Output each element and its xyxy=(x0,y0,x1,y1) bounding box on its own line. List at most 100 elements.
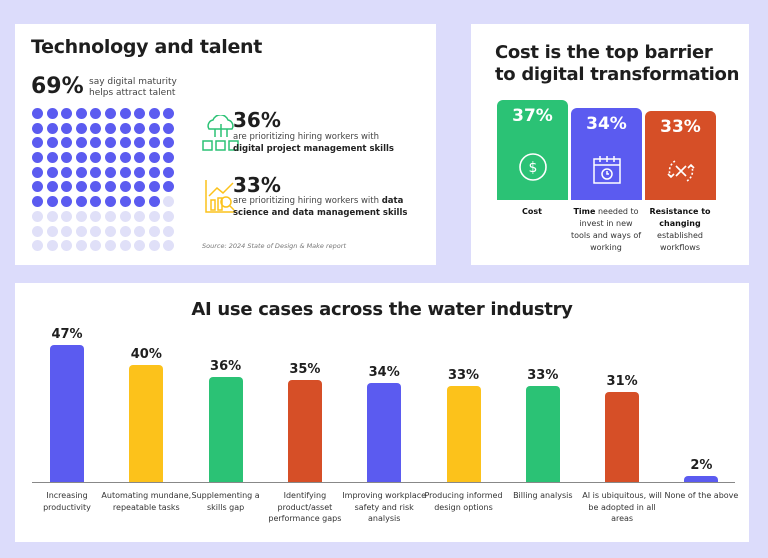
dot-filled xyxy=(163,152,175,164)
dot-filled xyxy=(104,196,116,208)
stat2-bold-1: data xyxy=(381,196,404,206)
dot-filled xyxy=(134,122,146,134)
chart-title: AI use cases across the water industry xyxy=(191,299,573,320)
dot-filled xyxy=(75,196,87,208)
dot-filled xyxy=(90,166,102,178)
headline-percent: 69% xyxy=(31,74,84,99)
dot-empty xyxy=(148,210,160,222)
dot-empty xyxy=(134,240,146,252)
headline-text-1: say digital maturity xyxy=(89,77,177,87)
dot-filled xyxy=(32,152,43,164)
dot-empty xyxy=(90,210,102,222)
dot-empty xyxy=(32,240,43,252)
category-label: Producing informed design options xyxy=(424,491,503,512)
data-label: 2% xyxy=(690,458,713,473)
category-label: Increasing productivity xyxy=(43,491,91,512)
dot-filled xyxy=(61,122,73,134)
dot-filled xyxy=(32,122,43,134)
dot-filled xyxy=(148,152,160,164)
bar xyxy=(446,385,481,482)
dot-filled xyxy=(119,152,131,164)
barrier-pct: 34% xyxy=(586,114,627,134)
category-label: Billing analysis xyxy=(513,491,573,500)
cloud-network-icon xyxy=(202,115,239,151)
barrier-pct: 33% xyxy=(660,117,701,137)
dot-empty xyxy=(163,196,175,208)
dot-filled xyxy=(163,122,175,134)
barrier-label-resistance: Resistance to changing established workf… xyxy=(649,207,711,252)
dot-filled xyxy=(75,152,87,164)
dot-filled xyxy=(61,137,73,149)
barrier-bar-resistance: 33% xyxy=(645,111,716,200)
dot-empty xyxy=(75,240,87,252)
data-label: 34% xyxy=(368,364,400,380)
data-analytics-icon xyxy=(205,180,236,213)
headline-text-2: helps attract talent xyxy=(89,88,176,98)
cost-barrier-panel: Cost is the top barrier to digital trans… xyxy=(471,24,749,265)
category-label: Identifying product/asset performance ga… xyxy=(268,491,342,523)
dot-filled xyxy=(119,181,131,193)
dot-empty xyxy=(90,240,102,252)
dot-filled xyxy=(119,122,131,134)
bar xyxy=(367,382,402,482)
dot-filled xyxy=(148,166,160,178)
barrier-bar-cost: 37% $ xyxy=(497,100,568,200)
dot-empty xyxy=(61,225,73,237)
dot-filled xyxy=(119,108,131,119)
dot-filled xyxy=(104,137,116,149)
dot-filled xyxy=(134,108,146,119)
bar xyxy=(208,377,243,482)
dot-filled xyxy=(32,196,43,208)
category-label: AI is ubiquitous, will be adopted in all… xyxy=(582,491,662,523)
bar xyxy=(525,385,560,482)
category-label: Improving workplace safety and risk anal… xyxy=(342,491,427,523)
dot-empty xyxy=(46,225,58,237)
data-label: 33% xyxy=(527,367,559,383)
dot-filled xyxy=(61,108,73,119)
dot-filled xyxy=(61,152,73,164)
dot-filled xyxy=(46,166,58,178)
dot-filled xyxy=(32,137,43,149)
dot-filled xyxy=(61,196,73,208)
dot-filled xyxy=(104,152,116,164)
dot-empty xyxy=(61,210,73,222)
dot-filled xyxy=(134,137,146,149)
source-note: Source: 2024 State of Design & Make repo… xyxy=(202,242,346,250)
stat2-percent: 33% xyxy=(233,173,281,197)
dot-filled xyxy=(90,122,102,134)
data-label: 35% xyxy=(289,361,321,377)
dot-filled xyxy=(148,137,160,149)
calendar-clock-icon xyxy=(592,156,621,184)
dot-filled xyxy=(104,108,116,119)
dot-filled xyxy=(46,152,58,164)
dot-filled xyxy=(90,152,102,164)
dot-empty xyxy=(134,225,146,237)
bar xyxy=(129,365,164,482)
barrier-label-cost: Cost xyxy=(522,207,542,216)
dot-empty xyxy=(32,210,43,222)
bar xyxy=(684,476,719,482)
dot-filled xyxy=(46,181,58,193)
dot-filled xyxy=(46,122,58,134)
dot-filled xyxy=(163,137,175,149)
dot-filled xyxy=(75,137,87,149)
dot-empty xyxy=(163,225,175,237)
bar xyxy=(50,345,84,482)
dot-filled xyxy=(104,181,116,193)
dot-empty xyxy=(61,240,73,252)
dot-empty xyxy=(104,210,116,222)
dot-empty xyxy=(119,225,131,237)
dot-empty xyxy=(75,225,87,237)
barrier-bar-time: 34% xyxy=(571,108,642,200)
stat2-text: are prioritizing hiring workers with xyxy=(233,196,380,206)
dot-filled xyxy=(104,166,116,178)
cycle-cancel-icon xyxy=(666,160,695,182)
panel-title-line-1: Cost is the top barrier xyxy=(495,42,713,63)
dot-empty xyxy=(75,210,87,222)
dot-filled xyxy=(75,122,87,134)
data-label: 31% xyxy=(606,373,638,389)
dot-filled xyxy=(32,166,43,178)
stat1-percent: 36% xyxy=(233,108,281,132)
barrier-label-time: Time needed to invest in new tools and w… xyxy=(570,207,642,252)
dot-filled xyxy=(75,166,87,178)
